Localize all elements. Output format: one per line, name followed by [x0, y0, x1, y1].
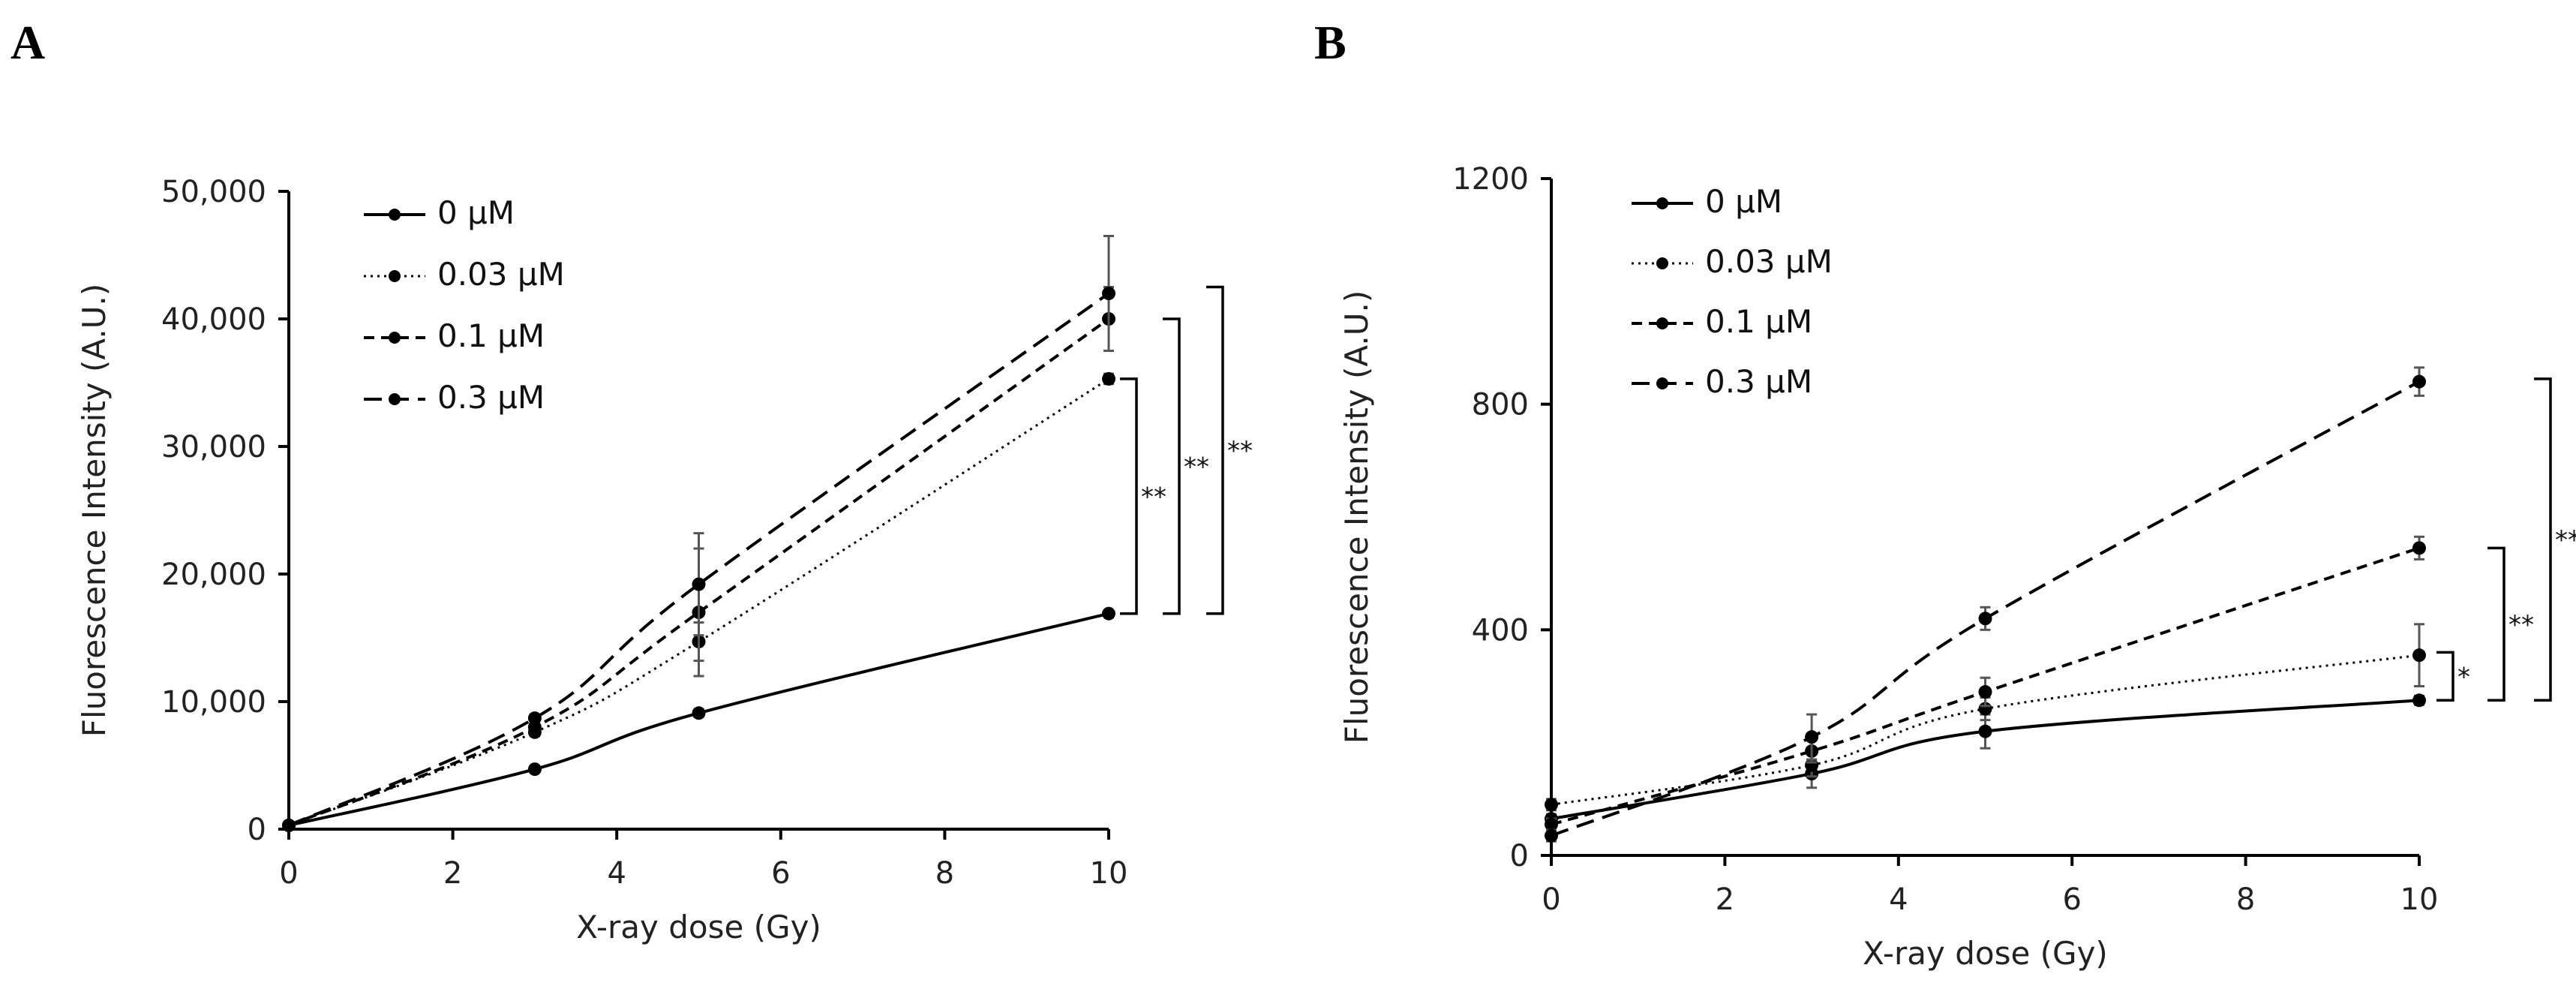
- series-line: [288, 377, 1109, 827]
- series-2: [1545, 535, 2426, 831]
- significance-label: **: [1184, 452, 1209, 482]
- legend-marker: [1656, 257, 1668, 269]
- y-tick-label: 1200: [1452, 162, 1529, 197]
- x-tick-label: 8: [2236, 882, 2255, 917]
- legend-marker: [389, 270, 401, 282]
- data-point: [1978, 612, 1992, 626]
- x-tick-label: 0: [1542, 882, 1560, 917]
- legend-marker: [389, 393, 401, 405]
- data-point: [1102, 371, 1115, 386]
- significance-label: **: [1227, 436, 1253, 466]
- significance-label: **: [2508, 610, 2534, 640]
- panel-b: B 0 400 800 1200 0 2 4 6 8 10 X-ray dose (Gy) Fluore…: [1314, 16, 2576, 972]
- data-point: [1978, 724, 1992, 738]
- significance-bracket: [1206, 285, 1224, 615]
- series-3: [1545, 366, 2426, 843]
- x-tick-label: 2: [1716, 882, 1734, 917]
- significance-bracket: [2534, 377, 2552, 702]
- x-tick-label: 10: [1090, 856, 1128, 891]
- series-line: [1551, 380, 2420, 837]
- y-tick-label: 0: [1510, 839, 1529, 873]
- series-line: [288, 612, 1109, 827]
- significance-label: *: [2457, 662, 2470, 692]
- data-point: [282, 818, 296, 832]
- data-point: [2412, 648, 2426, 663]
- legend-marker: [389, 209, 401, 221]
- x-axis-title: X-ray dose (Gy): [1863, 935, 2108, 972]
- data-point: [692, 706, 706, 720]
- x-tick-label: 0: [279, 856, 298, 891]
- y-axis-title: Fluorescence Intensity (A.U.): [1338, 290, 1375, 744]
- series-line: [1551, 546, 2420, 826]
- data-point: [1545, 798, 1558, 812]
- panel-a: A 0 10,000 20,000 30,000 40,000 50,000 0 2 4 6 8 10 X…: [11, 16, 1253, 945]
- legend-marker: [1656, 377, 1668, 389]
- series-3: [282, 235, 1115, 832]
- significance-label: **: [1141, 482, 1166, 512]
- y-tick-label: 30,000: [161, 430, 266, 464]
- data-point: [1805, 730, 1819, 744]
- x-tick-label: 2: [443, 856, 462, 891]
- data-point: [1102, 287, 1115, 300]
- legend-marker: [1656, 197, 1668, 209]
- data-point: [692, 577, 706, 591]
- data-point: [527, 762, 542, 777]
- data-point: [1545, 828, 1558, 843]
- significance-bracket: [2436, 651, 2454, 702]
- series-line: [288, 317, 1110, 827]
- legend-label: 0.03 μM: [1705, 243, 1833, 280]
- legend-label: 0.03 μM: [437, 256, 565, 293]
- series-1: [1545, 623, 2426, 812]
- significance-bracket: [1120, 377, 1138, 615]
- legend-marker: [1656, 317, 1668, 329]
- y-axis-title: Fluorescence Intensity (A.U.): [76, 284, 113, 737]
- data-point: [1102, 606, 1115, 621]
- data-point: [1978, 685, 1992, 699]
- y-tick-label: 800: [1472, 388, 1529, 422]
- legend-marker: [389, 332, 401, 344]
- x-tick-label: 4: [1889, 882, 1908, 917]
- y-tick-label: 50,000: [161, 175, 266, 209]
- data-point: [527, 711, 542, 726]
- y-tick-label: 10,000: [161, 685, 266, 720]
- series-line: [1551, 654, 2420, 806]
- series-line: [1551, 699, 2420, 821]
- x-tick-label: 6: [771, 856, 790, 891]
- y-tick-label: 40,000: [161, 302, 266, 337]
- x-axis-title: X-ray dose (Gy): [576, 909, 821, 945]
- significance-bracket: [1163, 317, 1181, 615]
- legend-label: 0.1 μM: [1705, 303, 1812, 340]
- legend-label: 0 μM: [1705, 183, 1782, 220]
- panel-letter: A: [11, 16, 45, 69]
- panel-letter: B: [1314, 16, 1347, 69]
- legend-label: 0.3 μM: [437, 379, 545, 416]
- x-tick-label: 6: [2062, 882, 2081, 917]
- data-point: [2412, 374, 2426, 389]
- significance-bracket: [2487, 546, 2505, 702]
- legend-label: 0 μM: [437, 194, 515, 231]
- x-tick-label: 10: [2400, 882, 2439, 917]
- series-line: [288, 292, 1110, 827]
- x-tick-label: 4: [607, 856, 626, 891]
- significance-label: **: [2555, 525, 2576, 555]
- y-tick-label: 400: [1472, 613, 1529, 648]
- data-point: [2412, 693, 2426, 708]
- data-point: [1545, 817, 1558, 831]
- y-tick-label: 20,000: [161, 558, 266, 592]
- data-point: [2412, 541, 2426, 555]
- y-tick-label: 0: [248, 813, 266, 847]
- legend-label: 0.1 μM: [437, 317, 545, 354]
- x-tick-label: 8: [935, 856, 954, 891]
- legend-label: 0.3 μM: [1705, 363, 1812, 400]
